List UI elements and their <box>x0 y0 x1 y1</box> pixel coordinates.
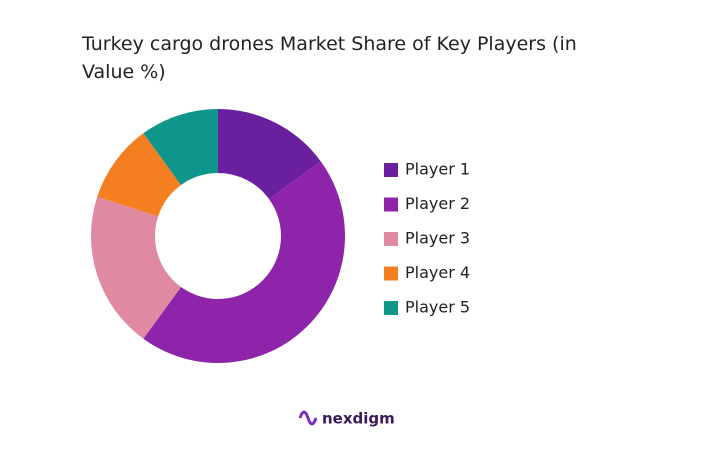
legend-label: Player 5 <box>405 298 470 317</box>
legend-label: Player 2 <box>405 194 470 213</box>
legend-swatch <box>384 197 398 212</box>
donut-slice <box>143 109 218 186</box>
donut-slice <box>218 109 321 199</box>
brand-logo: nexdigm <box>298 410 395 428</box>
legend-label: Player 4 <box>405 263 470 282</box>
legend-swatch <box>384 163 398 177</box>
donut-slice <box>143 161 345 363</box>
legend-swatch <box>384 266 398 281</box>
brand-name: nexdigm <box>322 410 395 428</box>
legend-swatch <box>384 301 398 315</box>
legend-label: Player 3 <box>405 229 470 248</box>
legend-label: Player 1 <box>405 160 470 179</box>
donut-slice <box>90 196 181 339</box>
donut-slice <box>97 133 181 217</box>
legend-swatch <box>384 232 398 246</box>
chart-title: Turkey cargo drones Market Share of Key … <box>82 33 577 83</box>
brand-icon <box>298 410 318 426</box>
